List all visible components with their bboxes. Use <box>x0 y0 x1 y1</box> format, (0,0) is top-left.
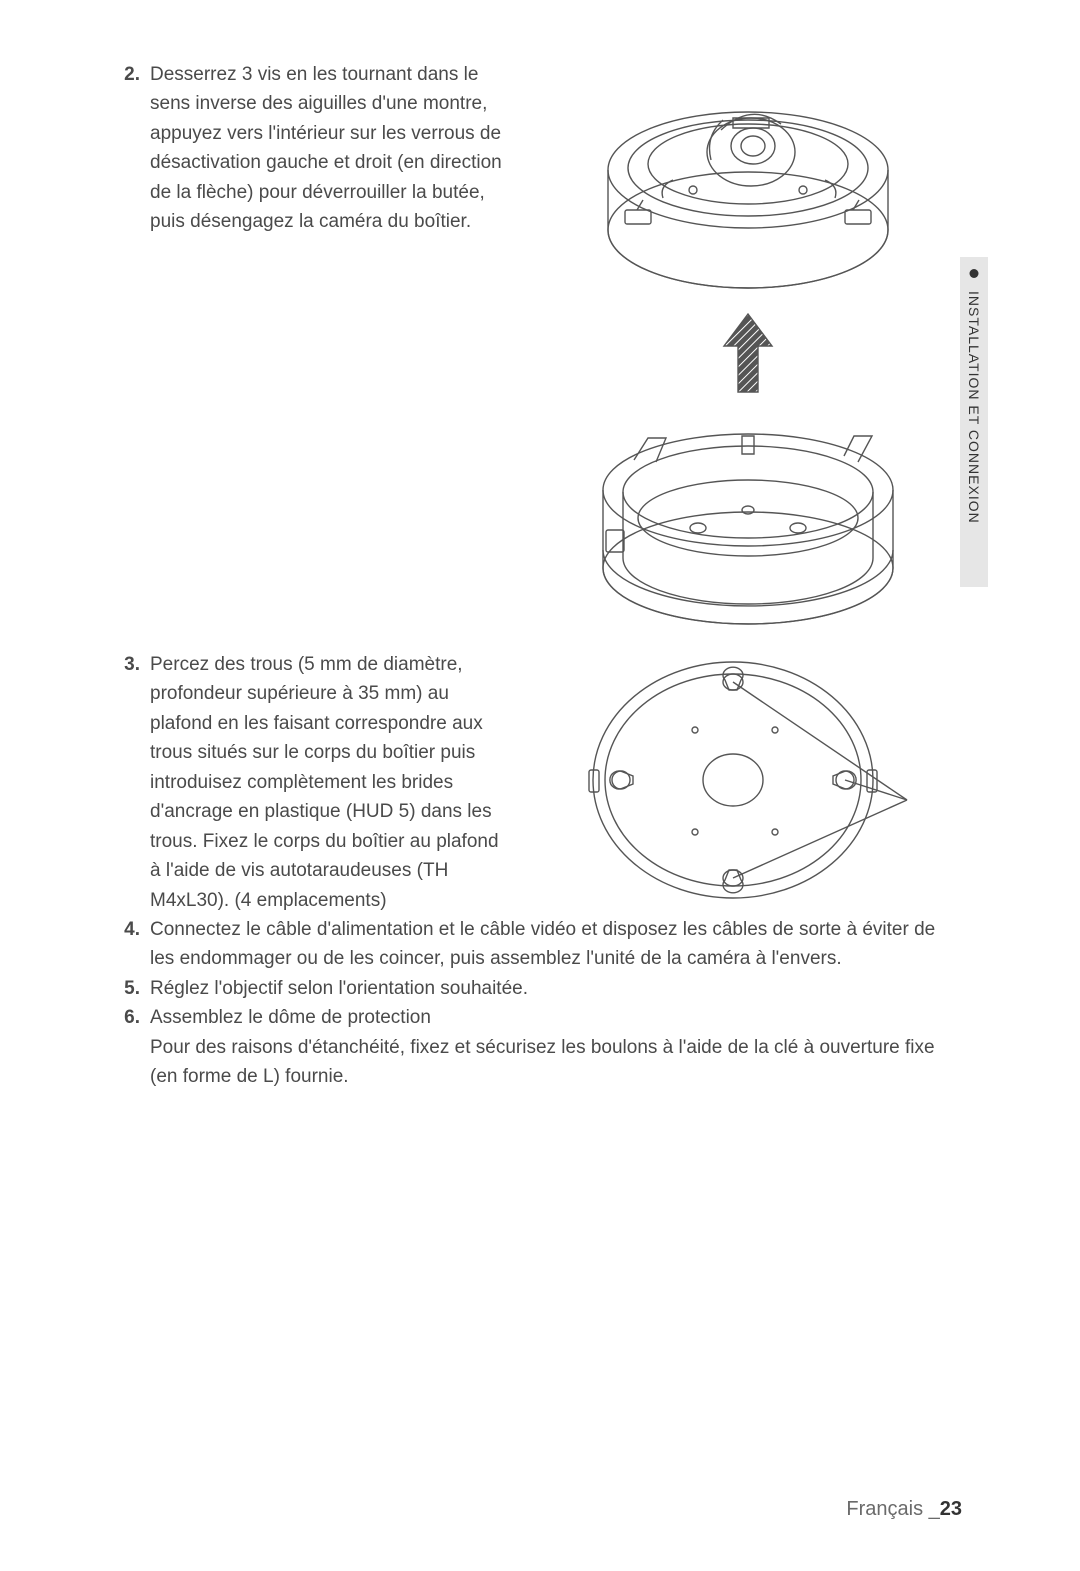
step-2: 2. Desserrez 3 vis en les tournant dans … <box>118 60 962 650</box>
step-5: 5. Réglez l'objectif selon l'orientation… <box>118 974 962 1003</box>
step-4: 4. Connectez le câble d'alimentation et … <box>118 915 962 974</box>
step-number: 4. <box>118 915 140 974</box>
step-text: Connectez le câble d'alimentation et le … <box>150 915 962 974</box>
section-tab-label: INSTALLATION ET CONNEXION <box>966 291 982 524</box>
figure-camera-module <box>593 60 903 310</box>
page-number: 23 <box>940 1498 962 1520</box>
step-3: 3. Percez des trous (5 mm de diamètre, p… <box>118 650 962 915</box>
instruction-list: 2. Desserrez 3 vis en les tournant dans … <box>118 60 962 1092</box>
step-text: Réglez l'objectif selon l'orientation so… <box>150 974 962 1003</box>
step-number: 5. <box>118 974 140 1003</box>
step-text: Percez des trous (5 mm de diamètre, prof… <box>150 650 510 915</box>
step-number: 6. <box>118 1003 140 1091</box>
bullet-icon <box>970 269 979 278</box>
arrow-up-icon <box>718 310 778 400</box>
page-footer: Français _23 <box>846 1498 962 1521</box>
step-text: Pour des raisons d'étanchéité, fixez et … <box>150 1033 962 1092</box>
section-tab: INSTALLATION ET CONNEXION <box>960 257 988 587</box>
step-figure <box>534 650 962 910</box>
step-number: 3. <box>118 650 140 915</box>
footer-language: Français _ <box>846 1498 939 1520</box>
step-number: 2. <box>118 60 140 650</box>
step-text: Desserrez 3 vis en les tournant dans le … <box>150 60 510 237</box>
step-6: 6. Assemblez le dôme de protection Pour … <box>118 1003 962 1091</box>
step-title: Assemblez le dôme de protection <box>150 1003 962 1032</box>
figure-mount-plate <box>583 650 913 910</box>
figure-housing-base <box>588 400 908 650</box>
step-figure <box>534 60 962 650</box>
manual-page: INSTALLATION ET CONNEXION 2. Desserrez 3… <box>0 0 1080 1571</box>
